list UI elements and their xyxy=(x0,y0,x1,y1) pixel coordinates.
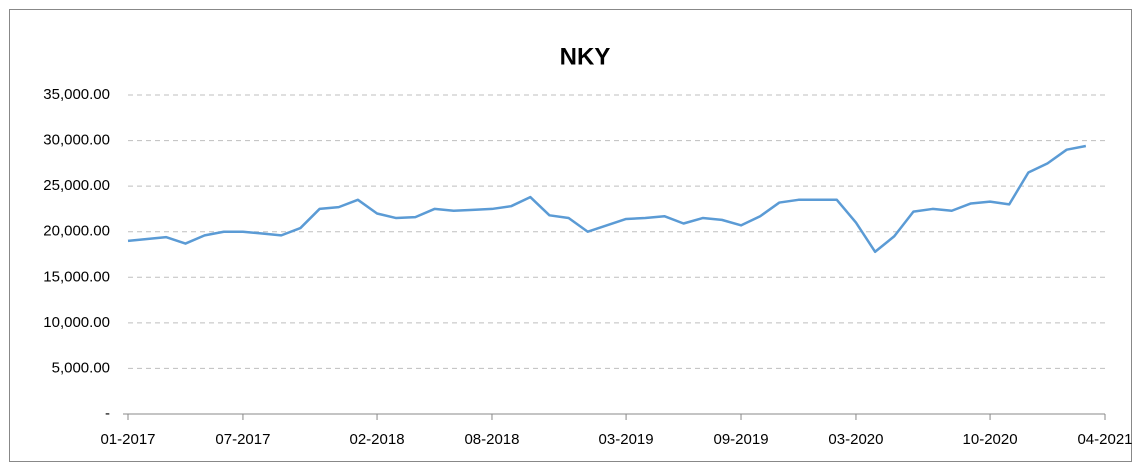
chart-border xyxy=(9,9,1132,462)
y-tick-label: 25,000.00 xyxy=(43,177,110,194)
y-tick-label: 10,000.00 xyxy=(43,314,110,331)
y-tick-label: 5,000.00 xyxy=(52,359,110,376)
y-tick-label: 15,000.00 xyxy=(43,268,110,285)
x-tick-label: 02-2018 xyxy=(350,431,405,448)
chart-title: NKY xyxy=(560,43,611,70)
x-tick-label: 10-2020 xyxy=(963,431,1018,448)
x-tick-label: 09-2019 xyxy=(713,431,768,448)
x-tick-label: 08-2018 xyxy=(464,431,519,448)
y-tick-label: 20,000.00 xyxy=(43,223,110,240)
x-tick-label: 01-2017 xyxy=(100,431,155,448)
x-tick-label: 03-2019 xyxy=(599,431,654,448)
y-tick-label: 35,000.00 xyxy=(43,86,110,103)
y-tick-label: 30,000.00 xyxy=(43,132,110,149)
x-tick-label: 04-2021 xyxy=(1077,431,1132,448)
x-tick-label: 03-2020 xyxy=(828,431,883,448)
x-tick-label: 07-2017 xyxy=(215,431,270,448)
series-line xyxy=(127,144,1087,254)
y-tick-label: - xyxy=(105,405,110,422)
